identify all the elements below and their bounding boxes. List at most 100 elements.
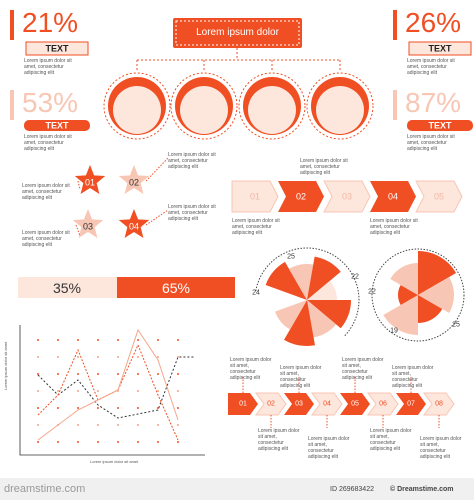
grid-dot: [97, 390, 99, 392]
grid-dot: [77, 390, 79, 392]
grid-dot: [77, 441, 79, 443]
arrow-label: 07: [407, 400, 415, 408]
star-label: 02: [128, 177, 140, 188]
grid-dot: [57, 373, 59, 375]
star-text: Lorem ipsum dolor sit amet, consectetur …: [22, 183, 70, 201]
arrow-chevron: [367, 392, 399, 416]
circle-inner: [113, 86, 161, 134]
grid-dot: [157, 339, 159, 341]
circle-inner: [180, 86, 228, 134]
pie1-label: 22: [351, 273, 359, 281]
y-axis-label: Lorem ipsum dolor sit amet: [3, 341, 8, 390]
bar-left: [18, 277, 117, 298]
grid-dot: [97, 373, 99, 375]
step-chevron: [415, 180, 463, 213]
grid-dot: [117, 356, 119, 358]
arrow-label: 02: [267, 400, 275, 408]
circle-ring: [170, 72, 238, 140]
step-label: 02: [295, 191, 307, 201]
pie1-label: 25: [287, 253, 295, 261]
star: [118, 165, 150, 194]
pie1-wedge: [265, 261, 307, 300]
grid-dot: [177, 407, 179, 409]
grid-dot: [117, 441, 119, 443]
stat-value: 53%: [22, 87, 79, 118]
step-chevron: [370, 181, 416, 212]
stat-label: TEXT: [45, 43, 69, 53]
star: [118, 209, 150, 238]
step-chevron: [278, 181, 324, 212]
accent-bar: [10, 90, 14, 120]
stat-text: Lorem ipsum dolor sit amet, consectetur …: [407, 134, 455, 152]
grid-dot: [97, 339, 99, 341]
pie2-ring: [371, 248, 465, 342]
arrow-chevron: [423, 392, 455, 416]
arrow-text: Lorem ipsum dolor sit amet, consectetur …: [420, 436, 462, 460]
arrow-label: 03: [295, 400, 303, 408]
grid-dot: [97, 441, 99, 443]
star: [72, 209, 104, 238]
grid-dot: [57, 390, 59, 392]
arrow-chevron: [396, 393, 426, 415]
grid-dot: [157, 407, 159, 409]
grid-dot: [137, 441, 139, 443]
arrow-chevron: [340, 393, 370, 415]
line-orange: [37, 343, 179, 441]
stat-label: TEXT: [45, 120, 69, 130]
arrow-label: 01: [239, 400, 247, 408]
grid-dot: [57, 441, 59, 443]
step-text: Lorem ipsum dolor sit amet, consectetur …: [370, 218, 418, 236]
circle-ring: [103, 72, 171, 140]
pie1-wedge: [307, 280, 337, 300]
grid-dot: [117, 424, 119, 426]
grid-dot: [157, 441, 159, 443]
pie2-wedge: [390, 263, 418, 295]
label-box: [408, 41, 472, 56]
arrow-text: Lorem ipsum dolor sit amet, consectetur …: [280, 365, 322, 389]
grid-dot: [157, 390, 159, 392]
grid-dot: [177, 390, 179, 392]
grid-dot: [137, 339, 139, 341]
arrow-label: 04: [323, 400, 331, 408]
accent-bar: [10, 10, 14, 40]
accent-bar: [393, 10, 397, 40]
stat-text: Lorem ipsum dolor sit amet, consectetur …: [24, 134, 72, 152]
star-label: 03: [82, 221, 94, 232]
accent-bar: [393, 90, 397, 120]
pie2-label: 25: [452, 321, 460, 329]
stat-text: Lorem ipsum dolor sit amet, consectetur …: [407, 58, 455, 76]
grid-dot: [97, 424, 99, 426]
star-connector: [145, 157, 169, 182]
grid-dot: [177, 441, 179, 443]
pie1-wedge: [307, 256, 341, 300]
stat-label: TEXT: [428, 43, 452, 53]
star-connector: [145, 209, 169, 226]
grid-dot: [37, 356, 39, 358]
stat-value: 21%: [22, 7, 79, 38]
grid-dot: [57, 424, 59, 426]
grid-dot: [117, 373, 119, 375]
line-chart-axes: [19, 325, 205, 456]
grid-dot: [117, 407, 119, 409]
org-title: Lorem ipsum dolor: [196, 27, 279, 38]
step-text: Lorem ipsum dolor sit amet, consectetur …: [300, 158, 348, 176]
star-label: 04: [128, 221, 140, 232]
pie1-wedge: [284, 300, 315, 346]
circle-ring: [238, 72, 306, 140]
grid-dot: [97, 356, 99, 358]
stat-label: TEXT: [428, 120, 452, 130]
grid-dot: [97, 407, 99, 409]
grid-dot: [57, 339, 59, 341]
label-box: [25, 41, 89, 56]
grid-dot: [77, 339, 79, 341]
stat-value: 26%: [405, 7, 462, 38]
grid-dot: [137, 373, 139, 375]
org-box: [173, 18, 302, 48]
circle-ring: [306, 72, 374, 140]
arrow-text: Lorem ipsum dolor sit amet, consectetur …: [230, 357, 272, 381]
footer-credit: © Dreamstime.com: [390, 486, 454, 493]
pie2-label: 19: [390, 327, 398, 335]
grid-dot: [77, 424, 79, 426]
step-label: 04: [387, 191, 399, 201]
